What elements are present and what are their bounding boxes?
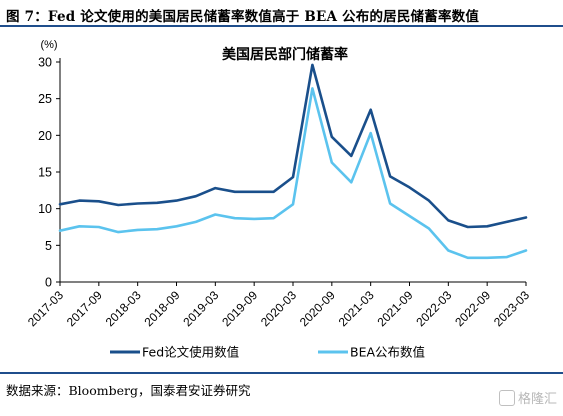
y-tick-label: 5 (45, 239, 52, 253)
x-tick-label: 2018-03 (103, 288, 144, 329)
series-layer (58, 63, 528, 260)
x-tick-label: 2023-03 (491, 288, 532, 329)
x-tick-label: 2017-03 (25, 288, 66, 329)
x-tick-label: 2021-09 (375, 288, 416, 329)
x-tick-label: 2017-09 (64, 288, 105, 329)
x-tick-label: 2020-03 (258, 288, 299, 329)
x-tick-label: 2019-03 (180, 288, 221, 329)
y-tick-label: 15 (38, 166, 52, 180)
y-unit-label: (%) (40, 39, 57, 51)
legend: Fed论文使用数值 BEA公布数值 (110, 345, 425, 360)
top-rule (0, 25, 563, 27)
watermark-logo-icon (498, 390, 515, 406)
y-tick-label: 25 (38, 92, 52, 106)
y-tick-label: 20 (38, 129, 52, 143)
y-tick-label: 10 (38, 202, 52, 216)
x-tick-label: 2022-03 (413, 288, 454, 329)
watermark-text: 格隆汇 (517, 392, 557, 407)
x-tick-label: 2020-09 (297, 288, 338, 329)
y-tick-label: 30 (38, 56, 52, 70)
series-line-2 (58, 87, 528, 260)
x-tick-label: 2018-09 (142, 288, 183, 329)
x-tick-label: 2021-03 (336, 288, 377, 329)
axes: 0 5 10 15 20 25 30 2017-032017-092018-032018-09… (25, 56, 532, 330)
savings-rate-chart: 美国居民部门储蓄率 (%) 0 5 10 15 20 25 30 2017-032017-09… (25, 39, 532, 360)
legend-label-2: BEA公布数值 (350, 345, 425, 360)
y-tick-label: 0 (45, 276, 52, 290)
x-tick-label: 2022-09 (452, 288, 493, 329)
chart-title: 美国居民部门储蓄率 (222, 46, 348, 63)
source-note: 数据来源：Bloomberg，国泰君安证券研究 (6, 383, 251, 398)
legend-label-1: Fed论文使用数值 (142, 345, 239, 360)
bottom-rule (0, 372, 563, 374)
series-line-1 (58, 63, 528, 229)
x-tick-label: 2019-09 (219, 288, 260, 329)
figure-title: 图 7：Fed 论文使用的美国居民储蓄率数值高于 BEA 公布的居民储蓄率数值 (6, 9, 480, 25)
watermark: 格隆汇 (498, 388, 557, 407)
